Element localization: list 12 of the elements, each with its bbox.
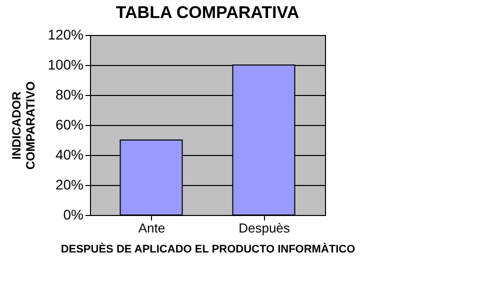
x-tick-label: Despuès [238,220,290,236]
y-axis-title: INDICADOR COMPARATIVO [10,81,38,170]
y-tick-label: 100% [48,56,84,72]
y-tick-label: 60% [55,116,84,132]
y-tick-label: 0% [63,206,84,222]
y-tick-label: 80% [55,86,84,102]
y-tick-label: 120% [48,26,84,42]
chart-title: TABLA COMPARATIVA [116,3,300,22]
x-tick-label: Ante [138,220,166,236]
y-tick-label: 40% [55,146,84,162]
y-tick-label: 20% [55,176,84,192]
x-axis-title: DESPUÈS DE APLICADO EL PRODUCTO INFORMÀTICO [60,242,356,256]
